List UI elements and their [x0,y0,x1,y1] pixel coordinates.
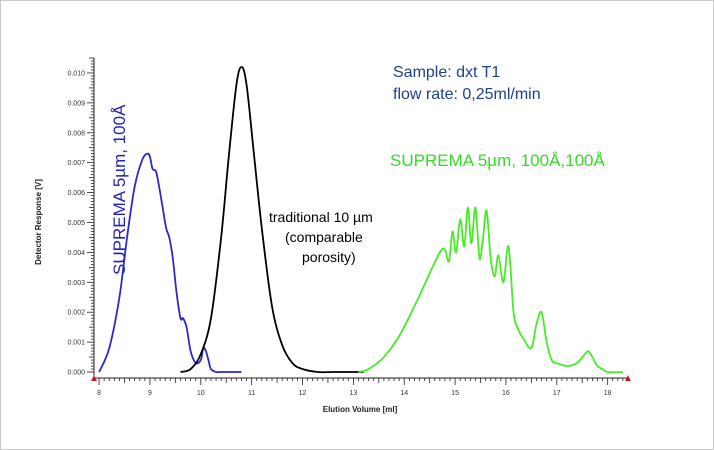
y-tick-label: 0.005 [67,220,85,227]
annotation-black-line-1: traditional 10 µm [269,209,373,225]
x-ticks: 8 9 10 11 12 13 14 15 16 17 18 [93,378,629,397]
series-line-black [180,66,364,374]
y-tick-label: 0.010 [67,70,85,77]
series-layer [98,66,623,374]
series-line-blue [98,152,242,374]
annotation-sample: Sample: dxt T1 [393,64,500,81]
y-tick-label: 0.008 [67,130,85,137]
y-tick-label: 0.002 [67,310,85,317]
annotation-blue-series: SUPREMA 5µm, 100Å [110,104,129,275]
x-tick-label: 18 [604,390,612,397]
y-tick-label: 0.006 [67,190,85,197]
x-tick-label: 8 [97,390,101,397]
y-tick-label: 0.001 [67,340,85,347]
annotation-green-series: SUPREMA 5µm, 100Å,100Å [390,151,606,170]
annotation-black-line-2: (comparable [285,229,363,245]
y-tick-label: 0.007 [67,160,85,167]
y-axis-label: Detector Response [V] [34,179,43,265]
y-ticks: 0.000 0.001 0.002 0.003 0.004 0.005 0.006 0.007… [67,57,94,377]
y-tick-label: 0.009 [67,100,85,107]
y-tick-label: 0.004 [67,250,85,257]
x-axis-label: Elution Volume [ml] [323,405,398,414]
x-tick-label: 9 [148,390,152,397]
x-tick-label: 14 [400,390,408,397]
x-tick-label: 10 [197,390,205,397]
y-tick-label: 0.003 [67,280,85,287]
series-line-green [358,206,623,374]
x-tick-label: 15 [451,390,459,397]
x-tick-label: 11 [248,390,255,397]
x-tick-label: 13 [349,390,357,397]
x-tick-label: 17 [553,390,561,397]
annotation-black-line-3: porosity) [302,249,356,265]
annotation-flow-rate: flow rate: 0,25ml/min [393,86,541,103]
y-tick-label: 0.000 [67,370,85,377]
x-tick-label: 12 [299,390,307,397]
x-tick-label: 16 [502,390,510,397]
